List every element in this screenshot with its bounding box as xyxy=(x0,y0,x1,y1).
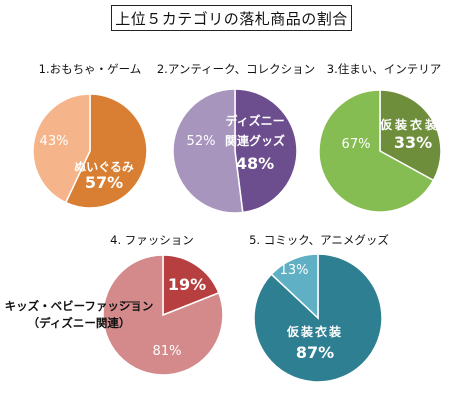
chart-title-5: 5. コミック、アニメグッズ xyxy=(249,233,389,247)
pie-slice-1-2 xyxy=(32,93,91,204)
pie-chart-4: 4. ファッション 19% 81% キッズ・ベビーファッション（ディズニー関連） xyxy=(5,233,224,376)
pct-label-5-2: 13% xyxy=(280,263,309,278)
pie-slice-1-1 xyxy=(64,93,148,209)
pie-slice-4-1 xyxy=(162,254,220,317)
pct-label-3-1-1: 33% xyxy=(394,133,432,152)
pct-label-1-1-1: 57% xyxy=(85,173,123,192)
pct-label-4-1: 19% xyxy=(168,275,206,294)
main-title: 上位５カテゴリの落札商品の割合 xyxy=(111,5,352,31)
pct-label-1-2: 43% xyxy=(40,134,69,149)
slice-label-1-1: ぬいぐるみ xyxy=(74,160,134,174)
pct-label-2-2: 52% xyxy=(187,134,216,149)
pie-slice-2-2 xyxy=(172,88,244,214)
slice-label-5-1: 仮装衣装 xyxy=(286,324,343,339)
chart-title-4: 4. ファッション xyxy=(110,233,194,247)
pct-label-2-1-2: 48% xyxy=(236,154,274,173)
slice-label-2-1: ディズニー xyxy=(225,113,284,128)
pie-slice-2-1 xyxy=(234,88,298,214)
chart-title-2: 2.アンティーク、コレクション xyxy=(157,62,315,76)
pie-slice-3-1 xyxy=(379,89,442,182)
pct-label-4-2: 81% xyxy=(153,344,182,359)
pie-slice-4-2 xyxy=(102,254,224,376)
chart-title-3: 3.住まい、インテリア xyxy=(327,62,441,76)
pie-slice-3-2 xyxy=(318,89,435,213)
chart-title-1: 1.おもちゃ・ゲーム xyxy=(39,62,142,76)
slice-label-2-1-1: 関連グッズ xyxy=(225,133,285,148)
pct-label-3-2: 67% xyxy=(342,137,371,152)
pct-label-5-1-1: 87% xyxy=(296,343,334,362)
slice-label-3-1: 仮装衣装 xyxy=(379,117,440,132)
pie-slice-5-2 xyxy=(270,253,319,320)
callout-label: キッズ・ベビーファッション（ディズニー関連） xyxy=(5,299,154,330)
